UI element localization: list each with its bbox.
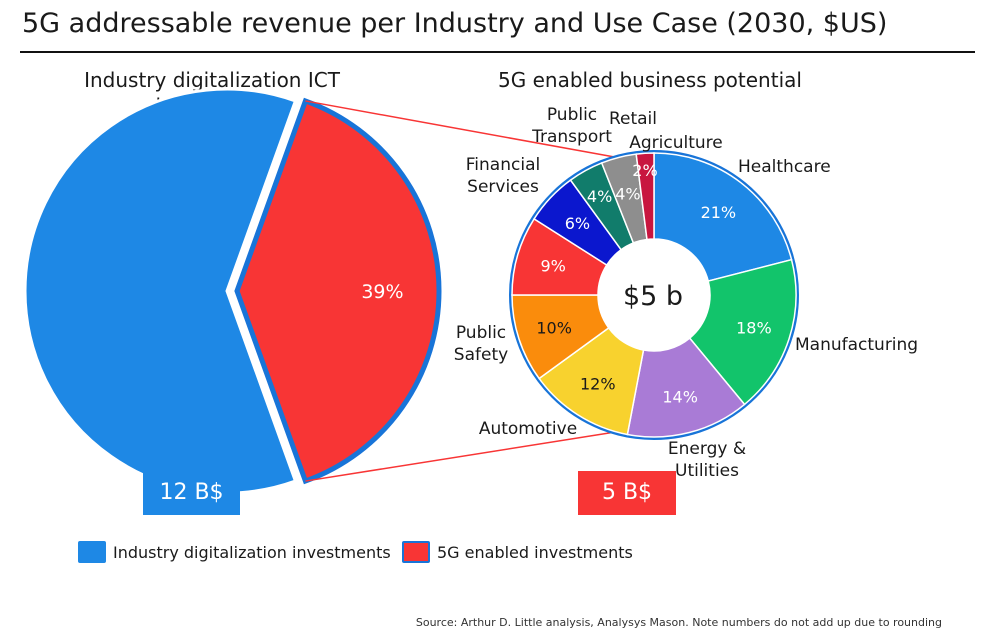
donut-outline — [509, 150, 799, 440]
donut-pct-label: 2% — [632, 161, 657, 180]
left-pie-label-5g: 39% — [361, 281, 403, 303]
donut-pct-label: 4% — [587, 187, 612, 206]
donut-center-label: $5 b — [623, 281, 683, 312]
donut-pct-label: 21% — [701, 203, 737, 222]
legend-item-5g: 5G enabled investments — [402, 540, 633, 564]
right-total-box: 5 B$ — [578, 471, 676, 515]
donut-pct-label: 9% — [540, 257, 565, 276]
donut-slice-healthcare — [653, 152, 793, 282]
right-chart-title: 5G enabled business potential — [498, 68, 802, 92]
donut-pct-label: 18% — [736, 318, 772, 337]
donut-labels: 21% 18% 14% 12% 10% 9% 6% 4% 4% 2% $5 b Healthcare M… — [454, 105, 918, 481]
donut-category-label: Agriculture — [629, 133, 723, 153]
donut-pct-label: 12% — [580, 375, 616, 394]
donut-category-label: Financial Services — [466, 155, 540, 197]
donut-category-label: Retail — [609, 109, 657, 129]
zoom-connectors — [305, 100, 629, 482]
donut-category-label: Public Safety — [454, 323, 508, 365]
donut-slice-manufacturing — [688, 258, 797, 406]
donut-pct-label: 6% — [565, 214, 590, 233]
legend-item-digitalization: Industry digitalization investments — [78, 540, 391, 564]
donut-category-label: Energy & Utilities — [668, 439, 746, 481]
legend-swatch-blue — [78, 541, 106, 563]
donut-pct-label: 4% — [615, 184, 640, 203]
page-title: 5G addressable revenue per Industry and … — [22, 8, 888, 39]
left-pie: 39% — [23, 87, 442, 495]
donut-pct-label: 10% — [536, 318, 572, 337]
connector-bottom — [305, 429, 629, 482]
donut-slice-energy-utilities — [626, 337, 746, 438]
left-pie-slice-5g-enabled — [234, 97, 442, 485]
legend-label: Industry digitalization investments — [113, 542, 391, 562]
donut-slice-slice-10 — [635, 152, 655, 241]
connector-top — [305, 100, 621, 159]
donut-chart — [509, 150, 799, 440]
donut-category-label: Healthcare — [738, 157, 831, 177]
title-divider — [20, 51, 975, 53]
legend-swatch-red — [402, 541, 430, 563]
donut-category-label: Public Transport — [531, 105, 612, 147]
left-total-box: 12 B$ — [143, 471, 240, 515]
donut-category-label: Manufacturing — [795, 335, 918, 355]
donut-category-label: Automotive — [479, 419, 577, 439]
donut-pct-label: 14% — [662, 388, 698, 407]
source-note: Source: Arthur D. Little analysis, Analy… — [415, 616, 942, 629]
legend-label: 5G enabled investments — [437, 542, 633, 562]
